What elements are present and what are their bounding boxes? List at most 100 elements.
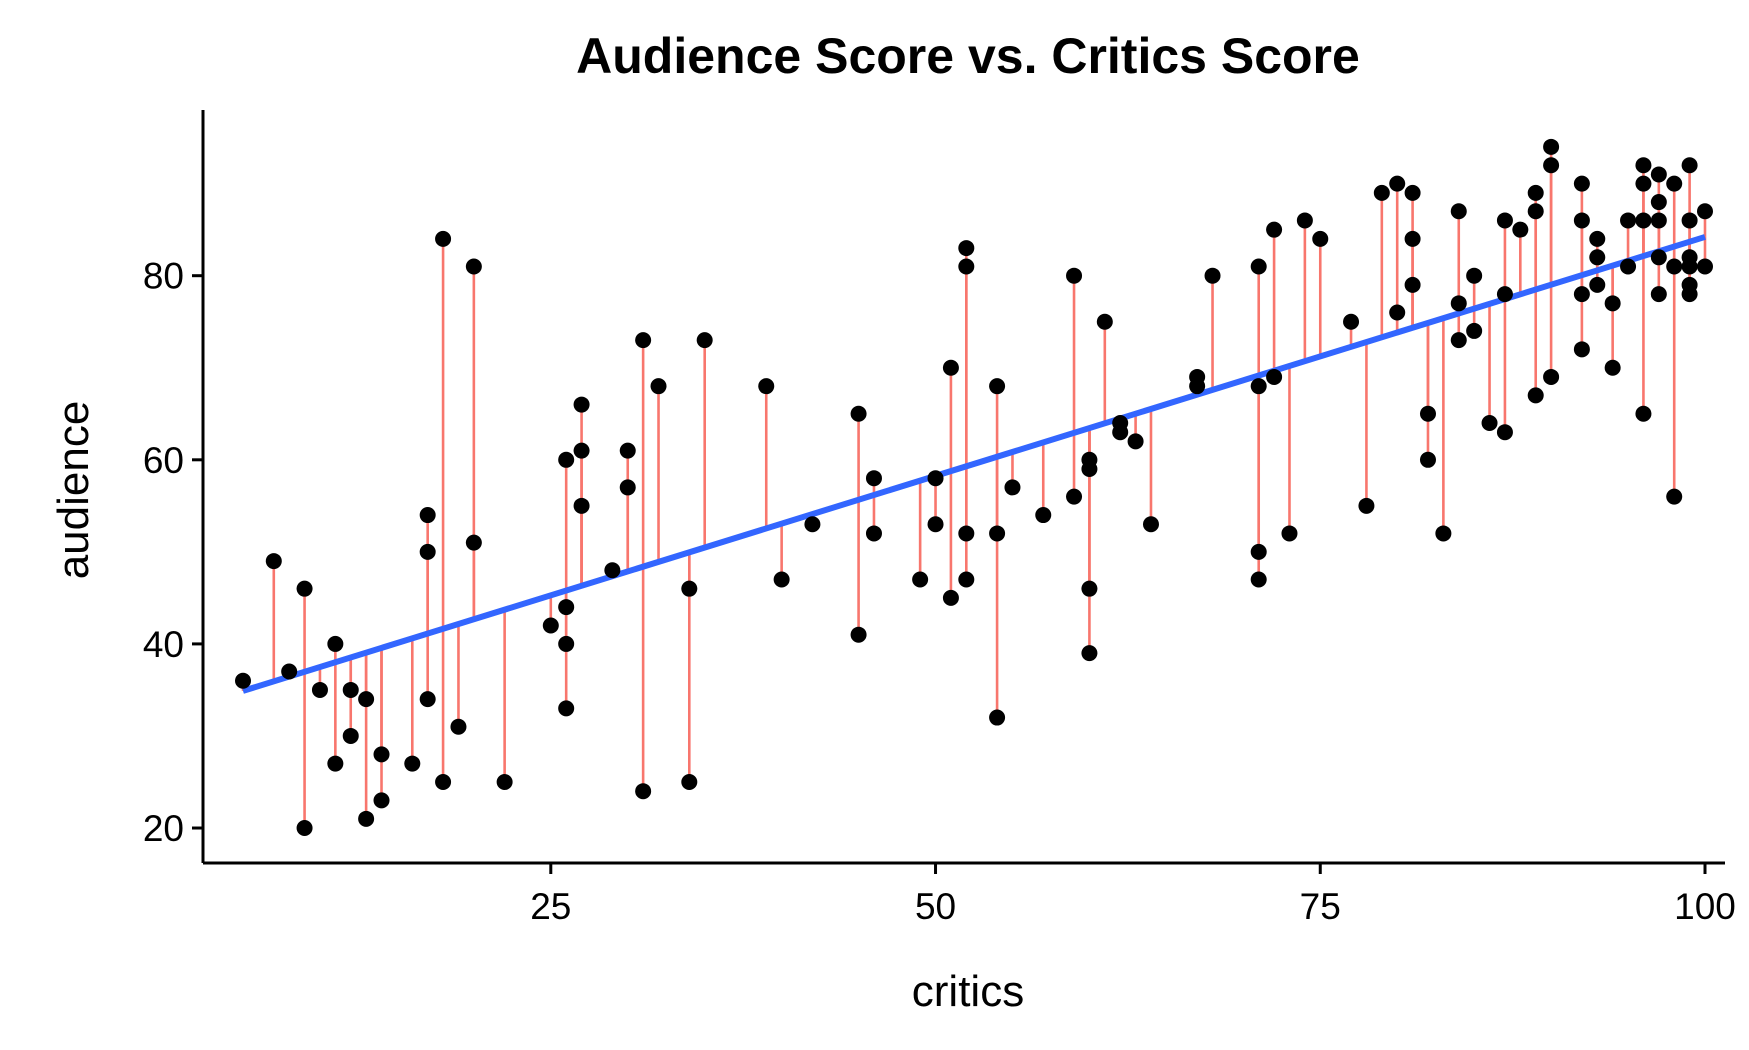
data-point bbox=[958, 525, 975, 542]
data-point bbox=[773, 571, 790, 588]
data-point bbox=[296, 580, 313, 597]
data-point bbox=[342, 681, 359, 698]
data-point bbox=[1496, 212, 1513, 229]
data-point bbox=[1281, 525, 1298, 542]
data-point bbox=[1066, 488, 1083, 505]
data-point bbox=[850, 626, 867, 643]
data-point bbox=[373, 792, 390, 809]
data-point bbox=[927, 516, 944, 533]
data-point bbox=[1573, 212, 1590, 229]
data-point bbox=[1142, 516, 1159, 533]
data-point bbox=[1527, 203, 1544, 220]
y-tick-label: 40 bbox=[143, 624, 184, 665]
y-tick-label: 80 bbox=[143, 256, 184, 297]
data-point bbox=[1604, 295, 1621, 312]
data-point bbox=[1450, 332, 1467, 349]
data-point bbox=[1650, 166, 1667, 183]
data-point bbox=[358, 691, 375, 708]
data-point bbox=[296, 820, 313, 837]
data-point bbox=[1250, 258, 1267, 275]
data-point bbox=[696, 332, 713, 349]
data-point bbox=[1512, 221, 1529, 238]
data-point bbox=[650, 378, 667, 395]
x-tick-label: 100 bbox=[1674, 886, 1736, 927]
data-point bbox=[681, 773, 698, 790]
data-point bbox=[496, 773, 513, 790]
y-tick-label: 60 bbox=[143, 440, 184, 481]
data-point bbox=[1635, 175, 1652, 192]
data-point bbox=[681, 580, 698, 597]
data-point bbox=[1543, 368, 1560, 385]
data-point bbox=[1589, 249, 1606, 266]
data-point bbox=[1450, 203, 1467, 220]
data-point bbox=[958, 258, 975, 275]
data-point bbox=[573, 442, 590, 459]
data-point bbox=[1496, 286, 1513, 303]
data-point bbox=[927, 470, 944, 487]
data-point bbox=[1358, 497, 1375, 514]
data-point bbox=[635, 783, 652, 800]
data-point bbox=[1419, 451, 1436, 468]
data-point bbox=[327, 755, 344, 772]
x-tick-label: 75 bbox=[1300, 886, 1341, 927]
data-point bbox=[1389, 175, 1406, 192]
data-point bbox=[1573, 175, 1590, 192]
data-point bbox=[1250, 378, 1267, 395]
x-axis-label: critics bbox=[912, 967, 1024, 1016]
data-point bbox=[942, 359, 959, 376]
data-point bbox=[1189, 378, 1206, 395]
data-point bbox=[1250, 543, 1267, 560]
data-point bbox=[1589, 276, 1606, 293]
data-point bbox=[1635, 405, 1652, 422]
data-point bbox=[1419, 405, 1436, 422]
data-point bbox=[1666, 488, 1683, 505]
data-point bbox=[1481, 414, 1498, 431]
data-point bbox=[1681, 212, 1698, 229]
axes: 25 50 75 100 20 40 60 80 bbox=[143, 110, 1736, 927]
data-point bbox=[912, 571, 929, 588]
data-point bbox=[573, 396, 590, 413]
regression-line bbox=[242, 234, 1706, 694]
data-point bbox=[1450, 295, 1467, 312]
x-tick-label: 25 bbox=[530, 886, 571, 927]
data-point bbox=[1266, 368, 1283, 385]
data-point bbox=[989, 709, 1006, 726]
data-point bbox=[465, 258, 482, 275]
data-point bbox=[1404, 184, 1421, 201]
data-point bbox=[1543, 157, 1560, 174]
data-point bbox=[1081, 645, 1098, 662]
data-point bbox=[281, 663, 298, 680]
chart-title: Audience Score vs. Critics Score bbox=[576, 28, 1360, 84]
data-point bbox=[1081, 461, 1098, 478]
data-point bbox=[758, 378, 775, 395]
data-point bbox=[1650, 286, 1667, 303]
data-point bbox=[1635, 157, 1652, 174]
data-point bbox=[850, 405, 867, 422]
data-point bbox=[373, 746, 390, 763]
data-point bbox=[404, 755, 421, 772]
data-point bbox=[1296, 212, 1313, 229]
data-point bbox=[1312, 230, 1329, 247]
data-point bbox=[1004, 479, 1021, 496]
data-point bbox=[1543, 138, 1560, 155]
data-point bbox=[558, 599, 575, 616]
data-point bbox=[558, 700, 575, 717]
data-point bbox=[1081, 580, 1098, 597]
data-point bbox=[1373, 184, 1390, 201]
data-point bbox=[435, 773, 452, 790]
data-point bbox=[1466, 267, 1483, 284]
data-point bbox=[1404, 230, 1421, 247]
data-point bbox=[619, 442, 636, 459]
data-point bbox=[1266, 221, 1283, 238]
data-point bbox=[358, 810, 375, 827]
data-point bbox=[1204, 267, 1221, 284]
data-point bbox=[1527, 387, 1544, 404]
x-tick-label: 50 bbox=[915, 886, 956, 927]
data-point bbox=[1435, 525, 1452, 542]
data-point bbox=[1681, 286, 1698, 303]
data-point bbox=[1250, 571, 1267, 588]
data-point bbox=[235, 672, 252, 689]
data-point bbox=[419, 543, 436, 560]
